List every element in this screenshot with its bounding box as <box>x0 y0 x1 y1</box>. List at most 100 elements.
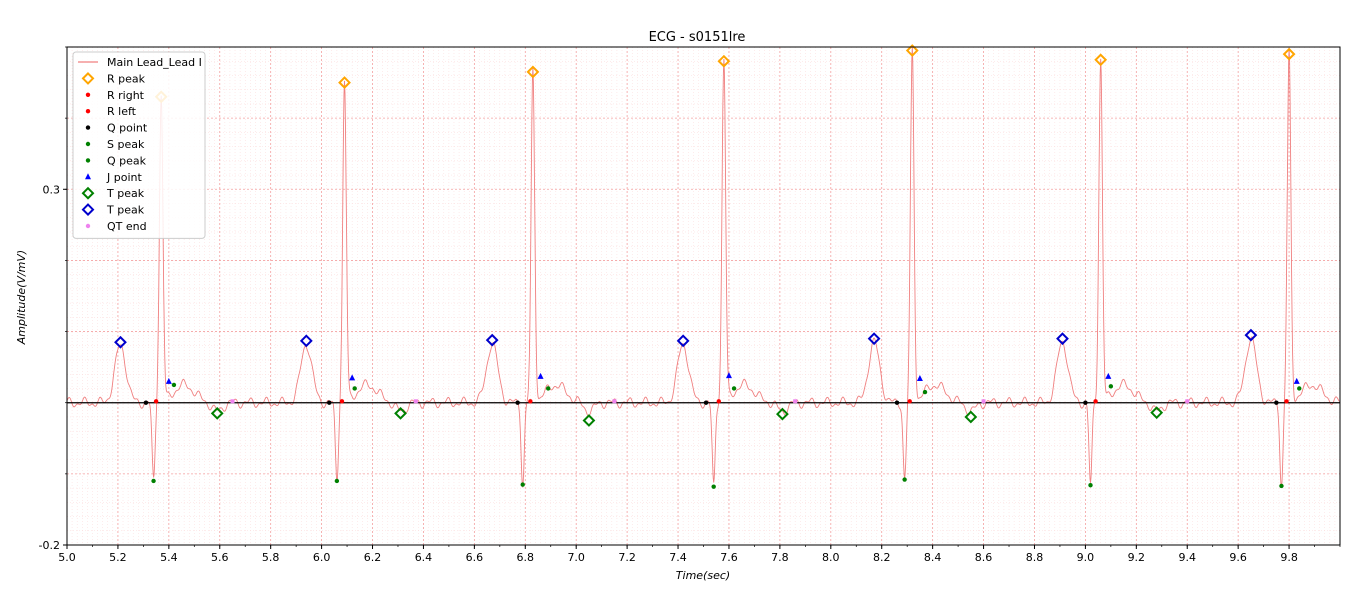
t-peak-blue-marker <box>1056 332 1069 346</box>
q-peak-marker <box>352 386 357 391</box>
x-tick-label: 6.4 <box>415 551 433 564</box>
t-peak-blue-marker <box>1244 328 1258 342</box>
x-tick-label: 7.8 <box>771 551 789 564</box>
y-tick-label: -0.2 <box>39 539 60 552</box>
legend-dot-swatch <box>85 223 91 229</box>
q-point-marker <box>894 400 900 405</box>
y-tick-label: 0.3 <box>43 183 61 196</box>
legend-dot-swatch <box>85 141 91 147</box>
x-tick-label: 7.0 <box>567 551 585 564</box>
x-tick-label: 5.0 <box>58 551 76 564</box>
j-point-marker <box>725 372 732 379</box>
q-point-marker <box>703 400 709 405</box>
legend-dot-swatch <box>85 158 91 163</box>
r-peak-marker <box>905 44 919 57</box>
s-peak-marker <box>711 484 716 489</box>
legend-triangle-swatch <box>85 173 91 180</box>
qt-end-marker <box>413 399 418 404</box>
x-tick-label: 5.8 <box>262 551 280 564</box>
legend-label: Q point <box>107 122 148 135</box>
legend-label: T peak <box>106 187 145 200</box>
x-tick-label: 6.2 <box>364 551 382 564</box>
r-left-marker <box>1093 399 1098 404</box>
x-tick-label: 5.4 <box>160 551 178 564</box>
x-tick-label: 7.2 <box>618 551 636 564</box>
legend-box <box>72 51 206 239</box>
j-point-marker <box>1293 377 1300 384</box>
x-tick-label: 8.4 <box>924 551 942 564</box>
r-peak-marker <box>338 76 351 89</box>
legend: Main Lead_Lead I R peak R right R left Q poi… <box>72 51 206 239</box>
x-tick-label: 9.0 <box>1077 551 1095 564</box>
r-peak-marker <box>1282 47 1296 61</box>
legend-label: R right <box>107 89 145 102</box>
q-point-marker <box>143 400 149 405</box>
qt-end-marker <box>612 399 617 404</box>
legend-diamond-swatch <box>81 203 95 217</box>
t-peak-green-marker <box>964 410 978 424</box>
t-peak-green-marker <box>1150 406 1164 420</box>
legend-label: R left <box>107 105 137 118</box>
s-peak-marker <box>520 482 525 487</box>
s-peak-marker <box>334 478 340 484</box>
r-left-marker <box>907 399 912 404</box>
t-peak-blue-marker <box>485 333 499 347</box>
x-tick-label: 9.2 <box>1128 551 1146 564</box>
x-tick-label: 5.2 <box>109 551 127 564</box>
qt-end-marker <box>230 399 235 404</box>
q-peak-marker <box>731 386 737 391</box>
q-peak-marker <box>171 382 177 388</box>
x-tick-label: 8.0 <box>822 551 840 564</box>
legend-label: QT end <box>107 220 147 233</box>
s-peak-marker <box>151 478 156 484</box>
x-tick-label: 6.0 <box>313 551 331 564</box>
x-tick-label: 9.4 <box>1178 551 1196 564</box>
legend-dot-swatch <box>85 109 91 114</box>
j-point-marker <box>537 372 544 379</box>
legend-label: R peak <box>107 72 146 85</box>
qt-end-marker <box>1185 399 1190 404</box>
t-peak-blue-marker <box>676 334 690 348</box>
t-peak-green-marker <box>582 414 596 427</box>
x-tick-label: 9.6 <box>1229 551 1247 564</box>
x-tick-label: 9.8 <box>1280 551 1298 564</box>
legend-dot-swatch <box>85 92 91 98</box>
legend-diamond-swatch <box>81 71 95 85</box>
q-peak-marker <box>922 389 928 395</box>
chart-title: ECG - s0151lre <box>649 30 746 45</box>
legend-label: J point <box>106 171 142 184</box>
q-point-marker <box>327 400 332 405</box>
qt-end-marker <box>793 399 798 404</box>
j-point-marker <box>165 377 172 384</box>
x-tick-label: 8.8 <box>1026 551 1044 564</box>
q-point-marker <box>1274 400 1279 405</box>
j-point-marker <box>349 374 356 381</box>
x-tick-label: 6.6 <box>466 551 484 564</box>
t-peak-green-marker <box>394 406 407 420</box>
legend-dot-swatch <box>85 125 91 130</box>
s-peak-marker <box>1279 483 1284 489</box>
s-peak-marker <box>902 477 907 482</box>
s-peak-marker <box>1088 483 1093 488</box>
legend-diamond-swatch <box>81 186 95 200</box>
x-tick-label: 8.2 <box>873 551 891 564</box>
r-left-marker <box>153 399 159 404</box>
r-peak-marker <box>717 54 731 68</box>
t-peak-blue-marker <box>114 335 127 349</box>
j-point-marker <box>916 375 923 382</box>
x-axis-label: Time(sec) <box>676 569 730 582</box>
legend-label: Main Lead_Lead I <box>107 56 202 69</box>
q-peak-marker <box>545 386 551 391</box>
r-left-marker <box>528 399 533 404</box>
t-peak-green-marker <box>210 406 224 420</box>
t-peak-blue-marker <box>867 332 881 346</box>
qt-end-marker <box>981 399 986 404</box>
plot-area: 5.0 5.2 5.4 5.6 5.8 6.0 6.2 6.4 6.6 6.8 7.0 7.2 7.4 7… <box>39 44 1341 564</box>
x-tick-label: 8.6 <box>975 551 993 564</box>
x-tick-label: 7.4 <box>669 551 687 564</box>
q-point-marker <box>515 400 520 405</box>
legend-label: S peak <box>107 138 145 151</box>
r-left-marker <box>1284 399 1289 404</box>
r-left-marker <box>339 399 345 404</box>
